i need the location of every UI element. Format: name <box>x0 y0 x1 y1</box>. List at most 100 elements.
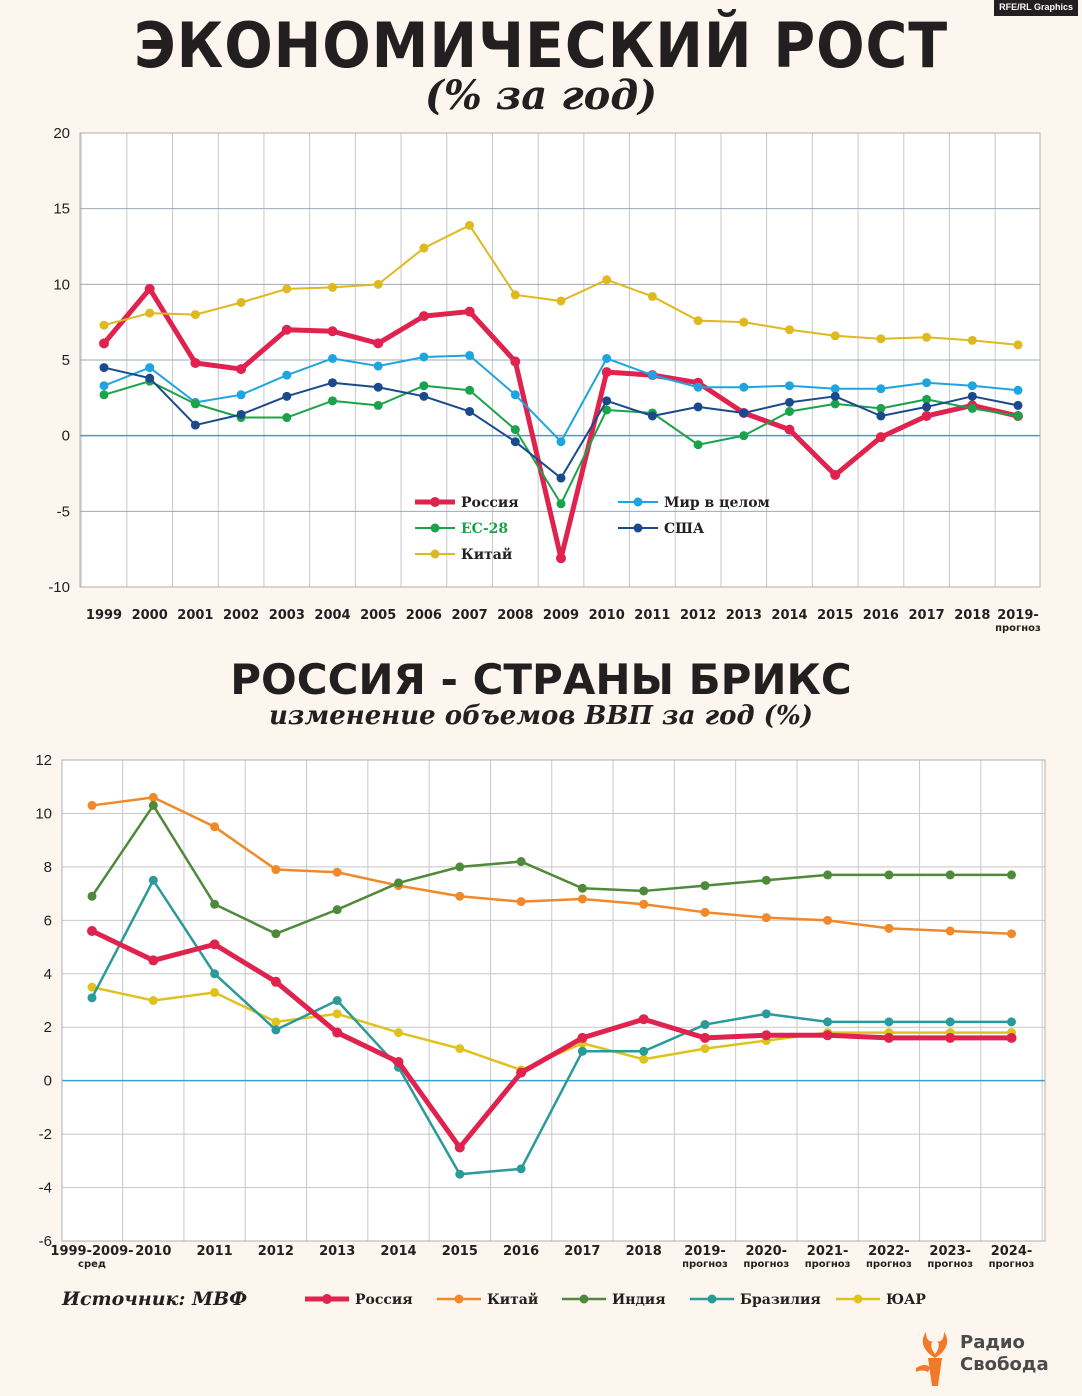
chart1-point-россия <box>784 424 795 435</box>
chart2-xtick-label: 2012 <box>258 1244 294 1259</box>
chart2-point-китай <box>884 923 894 933</box>
chart2-point-россия <box>822 1030 833 1041</box>
chart1-xtick-label: 2000 <box>132 608 168 623</box>
chart1-point-китай <box>647 291 657 301</box>
chart2-point-индия <box>87 891 97 901</box>
chart1-point-мир-в-целом <box>373 361 383 371</box>
chart2-point-китай <box>1007 929 1016 939</box>
chart1-point-сша <box>967 391 977 401</box>
chart2-xtick-sublabel: прогноз <box>989 1259 1035 1270</box>
chart2-frame <box>61 759 1046 1242</box>
chart1-point-китай <box>145 308 155 318</box>
chart2-ytick-label: 8 <box>44 859 52 876</box>
chart1-point-мир-в-целом <box>830 384 840 394</box>
chart1-point-сша <box>373 382 383 392</box>
chart2-point-китай <box>823 915 833 925</box>
chart1-xtick-label: 2019- <box>997 608 1039 623</box>
chart2-point-россия <box>209 939 220 950</box>
chart2-xtick-sublabel: прогноз <box>743 1259 789 1270</box>
chart2-plot-area <box>62 760 1045 1241</box>
chart1-point-мир-в-целом <box>465 350 475 360</box>
logo-line1: Радио <box>960 1332 1025 1353</box>
chart1-ytick-label: 10 <box>53 276 70 293</box>
credit-badge: RFE/RL Graphics <box>994 0 1078 16</box>
chart1-point-россия <box>510 356 521 367</box>
chart2-ytick-label: -6 <box>39 1233 52 1250</box>
chart1-title: ЭКОНОМИЧЕСКИЙ РОСТ <box>133 9 949 82</box>
logo-line2: Свобода <box>960 1354 1049 1375</box>
chart1-point-россия <box>236 364 247 375</box>
chart2-point-индия <box>332 905 342 915</box>
chart1-point-ес-28 <box>419 381 429 391</box>
chart1-point-ес-28 <box>282 413 292 423</box>
chart1-legend-marker-ес-28 <box>430 523 440 533</box>
chart1-point-россия <box>418 311 429 322</box>
chart2-point-китай <box>87 800 97 810</box>
chart2-point-бразилия <box>1007 1017 1016 1027</box>
chart1-legend-label-китай: Китай <box>461 546 512 563</box>
chart1-point-сша <box>282 391 292 401</box>
chart1-point-сша <box>785 397 794 407</box>
chart2-point-индия <box>516 857 526 867</box>
chart2-legend-label-индия: Индия <box>612 1292 666 1308</box>
chart2-legend-label-юар: ЮАР <box>886 1292 926 1308</box>
chart1-point-китай <box>465 220 475 230</box>
chart2-point-бразилия <box>884 1017 894 1027</box>
chart1-point-сша <box>602 396 612 406</box>
chart1-point-мир-в-целом <box>693 382 703 392</box>
chart1-point-китай <box>282 284 292 294</box>
chart2-legend-marker-россия <box>322 1294 332 1304</box>
chart1-point-китай <box>190 310 200 320</box>
chart1-point-китай <box>876 334 886 344</box>
chart1-point-россия <box>144 283 155 294</box>
chart2-xtick-label: 2022- <box>868 1244 910 1259</box>
chart1-subtitle: (% за год) <box>424 72 658 119</box>
chart1-xtick-label: 2015 <box>817 608 853 623</box>
chart2-point-китай <box>148 792 158 802</box>
chart2-legend-marker-китай <box>454 1294 464 1304</box>
chart2-point-бразилия <box>577 1046 587 1056</box>
chart1-point-россия <box>601 367 612 378</box>
chart2-xtick-label: 2013 <box>319 1244 355 1259</box>
chart1-xtick-label: 2003 <box>269 608 305 623</box>
chart2-line-бразилия <box>90 879 1012 1176</box>
chart2-subtitle: изменение объемов ВВП за год (%) <box>269 701 813 731</box>
chart1-xtick-label: 2006 <box>406 608 442 623</box>
chart1-point-китай <box>236 297 246 307</box>
chart2-ytick-label: -4 <box>39 1180 52 1197</box>
chart2-xtick-label: 2020- <box>746 1244 788 1259</box>
chart1-point-ес-28 <box>1013 411 1023 421</box>
chart1-legend-marker-китай <box>430 549 440 559</box>
chart1-point-ес-28 <box>99 390 109 400</box>
chart1-point-китай <box>510 290 520 300</box>
chart2-line-россия <box>90 928 1012 1150</box>
chart1-point-сша <box>145 373 155 383</box>
chart1-point-сша <box>922 402 932 412</box>
chart1-point-ес-28 <box>967 403 977 413</box>
chart2-point-китай <box>639 899 649 909</box>
chart1-point-сша <box>876 411 886 421</box>
chart1-xtick-sublabel: прогноз <box>995 623 1041 634</box>
chart1-point-россия <box>327 326 338 337</box>
chart2-point-китай <box>271 865 281 875</box>
chart2-point-россия <box>577 1032 588 1043</box>
chart2-title: РОССИЯ - СТРАНЫ БРИКС <box>230 655 852 704</box>
chart1-point-китай <box>419 243 429 253</box>
chart2-point-китай <box>577 894 587 904</box>
chart2-point-индия <box>148 800 158 810</box>
chart2-point-индия <box>639 886 649 896</box>
chart2-legend-label-россия: Россия <box>355 1292 413 1308</box>
chart2-point-бразилия <box>332 996 342 1005</box>
chart2-point-юар <box>210 987 220 997</box>
chart1-point-мир-в-целом <box>282 370 292 380</box>
chart1-legend-marker-россия <box>430 497 440 507</box>
chart1-point-ес-28 <box>373 400 383 410</box>
chart2-point-россия <box>270 976 281 987</box>
chart1-point-сша <box>739 408 749 418</box>
chart1-xtick-label: 2017 <box>909 608 945 623</box>
chart1-point-ес-28 <box>830 399 840 409</box>
chart1-point-сша <box>1013 400 1023 410</box>
chart1-point-россия <box>875 432 886 443</box>
chart1-ytick-label: -10 <box>48 579 70 596</box>
chart1-ytick-label: 0 <box>62 428 70 445</box>
